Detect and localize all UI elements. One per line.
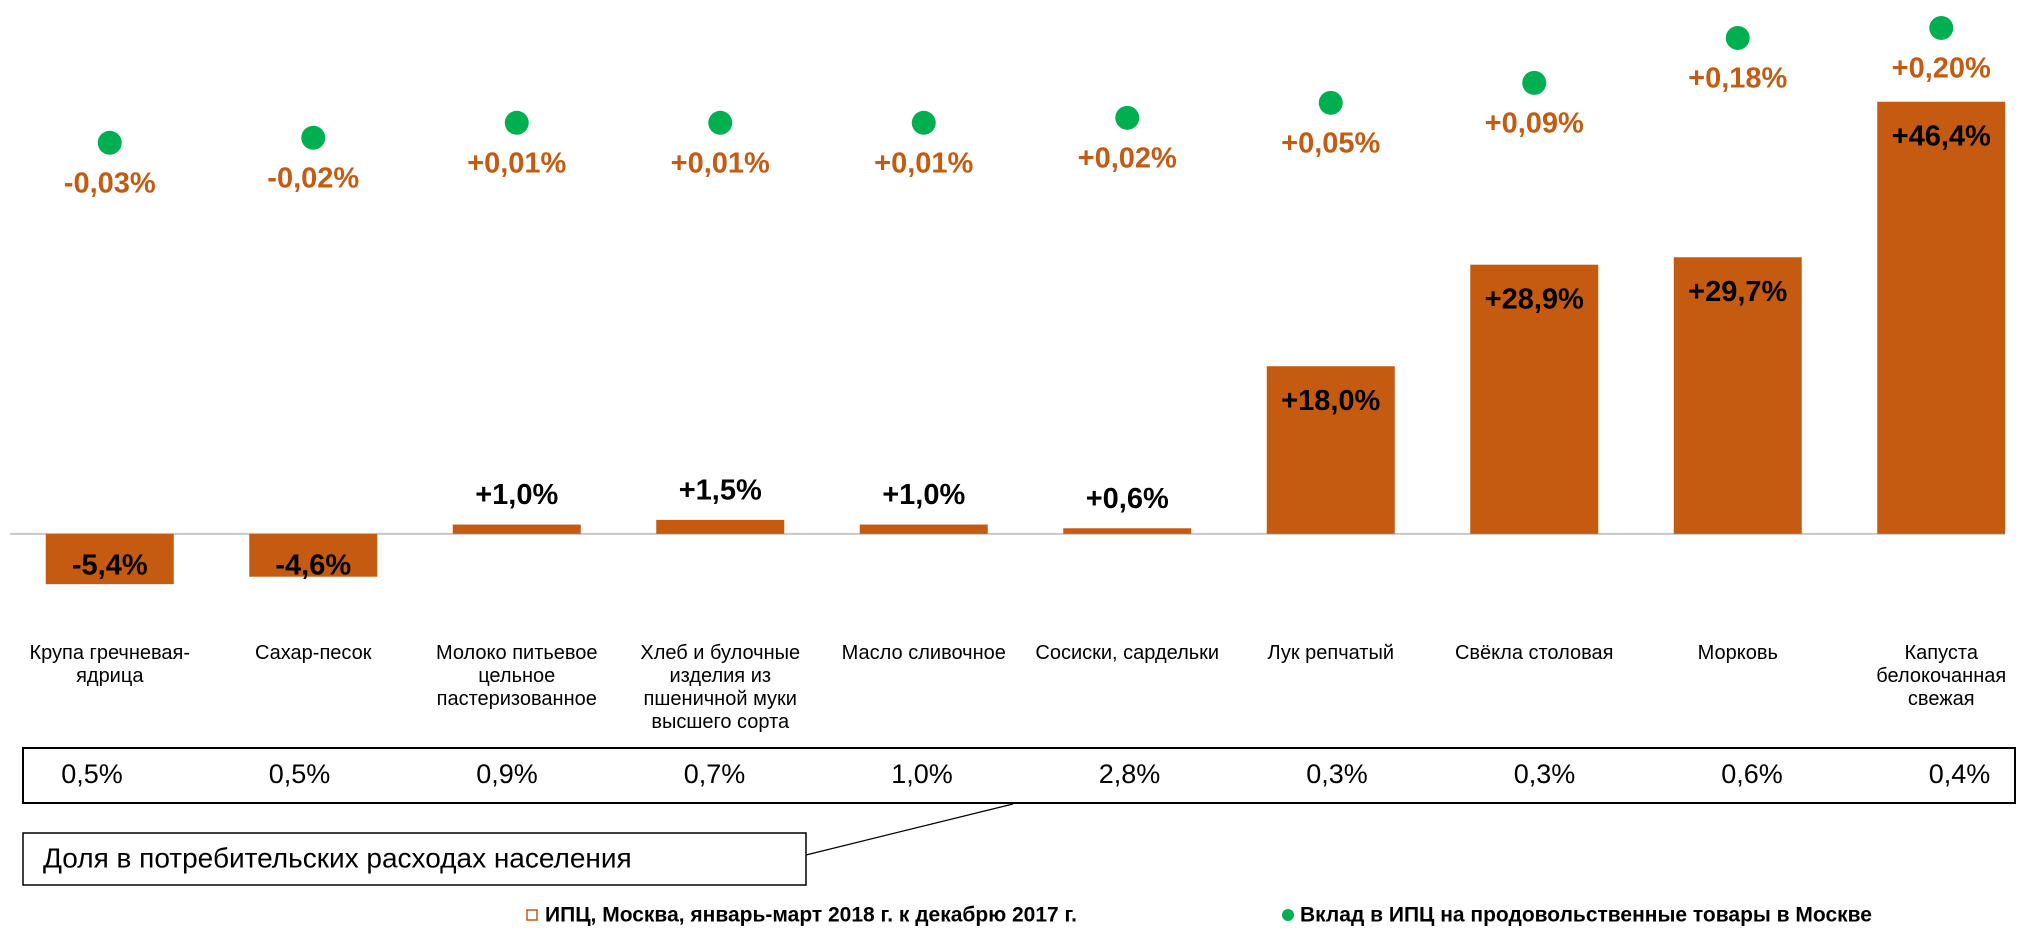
bar-value-label: -4,6% xyxy=(275,550,351,582)
share-value: 0,4% xyxy=(1929,759,1991,789)
dot-value-label: +0,20% xyxy=(1892,53,1991,85)
dot-value-label: -0,03% xyxy=(64,167,156,199)
legend-swatch xyxy=(526,909,538,921)
category-label: Масло сливочное xyxy=(841,642,1006,664)
dot xyxy=(97,130,122,155)
dot xyxy=(708,110,733,135)
bar xyxy=(1470,264,1599,534)
bar xyxy=(859,524,988,534)
dot-value-label: +0,05% xyxy=(1281,127,1380,159)
bar xyxy=(1673,257,1802,534)
bar-value-label: +1,0% xyxy=(475,479,558,511)
category-label: Капуста белокочанная свежая xyxy=(1876,642,2007,710)
dot xyxy=(1725,25,1750,50)
share-value: 0,5% xyxy=(61,759,123,789)
category-label: Крупа гречневая-ядрица xyxy=(29,642,191,687)
share-value: 2,8% xyxy=(1099,759,1161,789)
category-label: Лук репчатый xyxy=(1267,642,1395,664)
dot xyxy=(301,125,326,150)
dot xyxy=(1929,15,1954,40)
category-label: Молоко питьевое цельное пастеризованное xyxy=(435,642,598,710)
dot xyxy=(911,110,936,135)
category-label: Морковь xyxy=(1697,642,1778,664)
bar xyxy=(1877,101,2006,534)
share-value: 0,9% xyxy=(476,759,538,789)
bar-value-label: +29,7% xyxy=(1688,276,1787,308)
share-value: 0,3% xyxy=(1514,759,1576,789)
bar xyxy=(656,519,785,534)
dot-value-label: +0,01% xyxy=(467,147,566,179)
bar xyxy=(249,533,378,577)
bar-value-label: +1,5% xyxy=(679,475,762,507)
share-caption: Доля в потребительских расходах населени… xyxy=(43,842,632,873)
dot-value-label: +0,01% xyxy=(874,147,973,179)
bar-value-label: +28,9% xyxy=(1485,283,1584,315)
bar xyxy=(1063,528,1192,534)
category-label: Сосиски, сардельки xyxy=(1035,642,1220,664)
category-label: Свёкла столовая xyxy=(1454,642,1614,664)
dot-value-label: +0,09% xyxy=(1485,108,1584,140)
share-value: 0,6% xyxy=(1721,759,1783,789)
bar xyxy=(452,524,581,534)
caption-pointer xyxy=(805,803,1014,856)
share-value: 0,3% xyxy=(1306,759,1368,789)
dot xyxy=(1318,90,1343,115)
dot xyxy=(1115,105,1140,130)
category-label: Хлеб и булочные изделия из пшеничной мук… xyxy=(640,642,801,733)
bar-value-label: -5,4% xyxy=(72,550,148,582)
share-value: 0,5% xyxy=(269,759,331,789)
share-value: 1,0% xyxy=(891,759,953,789)
bar-value-label: +46,4% xyxy=(1892,120,1991,152)
dot-value-label: +0,01% xyxy=(671,147,770,179)
bar xyxy=(45,533,174,585)
share-table-box xyxy=(22,747,2016,804)
caption-box xyxy=(22,832,807,886)
dot xyxy=(1522,70,1547,95)
dot xyxy=(504,110,529,135)
bar-value-label: +0,6% xyxy=(1086,483,1169,515)
legend-label: ИПЦ, Москва, январь-март 2018 г. к декаб… xyxy=(545,904,1077,927)
legend-swatch xyxy=(1282,909,1294,921)
dot-value-label: +0,02% xyxy=(1078,142,1177,174)
dot-value-label: -0,02% xyxy=(267,162,359,194)
category-label: Сахар-песок xyxy=(254,642,372,664)
bar-value-label: +1,0% xyxy=(882,479,965,511)
share-value: 0,7% xyxy=(684,759,746,789)
legend-label: Вклад в ИПЦ на продовольственные товары … xyxy=(1300,904,1872,927)
dot-value-label: +0,18% xyxy=(1688,63,1787,95)
bar-value-label: +18,0% xyxy=(1281,385,1380,417)
bar xyxy=(1266,366,1395,534)
